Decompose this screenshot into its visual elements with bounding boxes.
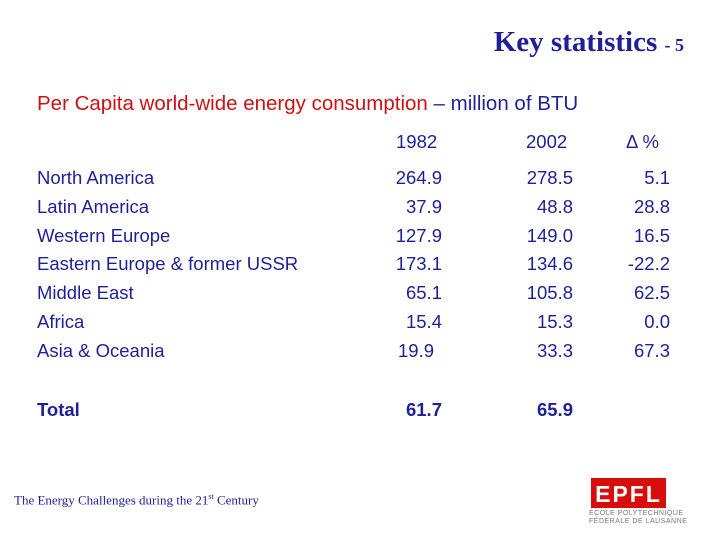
row-label: Middle East — [37, 282, 134, 304]
row-label: North America — [37, 167, 155, 188]
logo-mark-text: EPFL — [595, 481, 662, 507]
value-delta: 67.3 — [633, 339, 670, 361]
total-row: Total 61.7 65.9 — [0, 399, 720, 429]
value-delta: 28.8 — [633, 195, 670, 217]
title-text: Key statistics — [493, 26, 658, 58]
value-2002: 15.3 — [536, 310, 573, 332]
header-2002: 2002 — [526, 131, 568, 152]
logo-mark: EPFL — [591, 478, 666, 508]
row-label: Eastern Europe & former USSR — [37, 253, 299, 275]
logo-glyphs: EPFL — [595, 481, 662, 507]
subtitle-unit: – million of BTU — [427, 92, 579, 115]
row-label: Latin America — [37, 195, 150, 217]
value-delta: 62.5 — [633, 282, 670, 304]
value-delta: 0.0 — [644, 310, 670, 332]
table-subtitle: Per Capita world-wide energy consumption… — [37, 92, 578, 116]
value-2002: 105.8 — [526, 282, 573, 304]
header-delta: Δ % — [626, 131, 659, 152]
value-1982: 264.9 — [395, 167, 442, 188]
table-row: Middle East 65.1 105.8 62.5 — [0, 282, 720, 311]
epfl-logo: EPFL ÉCOLE POLYTECHNIQUE FÉDÉRALE DE LAU… — [585, 478, 687, 528]
value-delta: -22.2 — [627, 253, 670, 275]
logo-caption: ÉCOLE POLYTECHNIQUE FÉDÉRALE DE LAUSANNE — [589, 510, 687, 526]
value-delta: 5.1 — [644, 167, 670, 188]
footer-superscript: st — [208, 492, 214, 501]
footer-end: Century — [213, 492, 259, 508]
table-row: Latin America 37.9 48.8 28.8 — [0, 196, 720, 225]
data-table: North America 264.9 278.5 5.1 Latin Amer… — [0, 167, 720, 369]
total-1982: 61.7 — [405, 399, 442, 420]
value-2002: 48.8 — [536, 195, 573, 217]
value-1982: 19.9 — [398, 339, 435, 361]
logo-line-2: FÉDÉRALE DE LAUSANNE — [589, 518, 688, 525]
value-delta: 16.5 — [633, 224, 670, 246]
value-2002: 278.5 — [526, 167, 573, 188]
value-2002: 149.0 — [526, 224, 573, 246]
slide-number: - 5 — [664, 35, 685, 55]
row-label: Western Europe — [37, 224, 171, 246]
total-2002: 65.9 — [536, 399, 573, 420]
value-1982: 173.1 — [395, 253, 442, 275]
value-1982: 65.1 — [405, 282, 442, 304]
table-row: Africa 15.4 15.3 0.0 — [0, 311, 720, 340]
subtitle-main: Per Capita world-wide energy consumption — [37, 92, 428, 115]
row-label: Asia & Oceania — [37, 339, 165, 361]
footer-text: The Energy Challenges during the 21 — [14, 492, 209, 508]
table-row: North America 264.9 278.5 5.1 — [0, 167, 720, 196]
header-1982: 1982 — [396, 131, 438, 152]
total-label: Total — [37, 399, 80, 420]
slide-title: Key statistics - 5 — [494, 26, 684, 59]
row-label: Africa — [37, 310, 85, 332]
value-2002: 134.6 — [526, 253, 573, 275]
footer-caption: The Energy Challenges during the 21st Ce… — [14, 492, 259, 508]
value-1982: 37.9 — [405, 195, 442, 217]
value-2002: 33.3 — [536, 339, 573, 361]
table-row: Eastern Europe & former USSR 173.1 134.6… — [0, 253, 720, 282]
table-row: Western Europe 127.9 149.0 16.5 — [0, 225, 720, 254]
value-1982: 127.9 — [395, 224, 442, 246]
value-1982: 15.4 — [405, 310, 442, 332]
logo-line-1: ÉCOLE POLYTECHNIQUE — [589, 510, 684, 517]
table-row: Asia & Oceania 19.9 33.3 67.3 — [0, 340, 720, 369]
